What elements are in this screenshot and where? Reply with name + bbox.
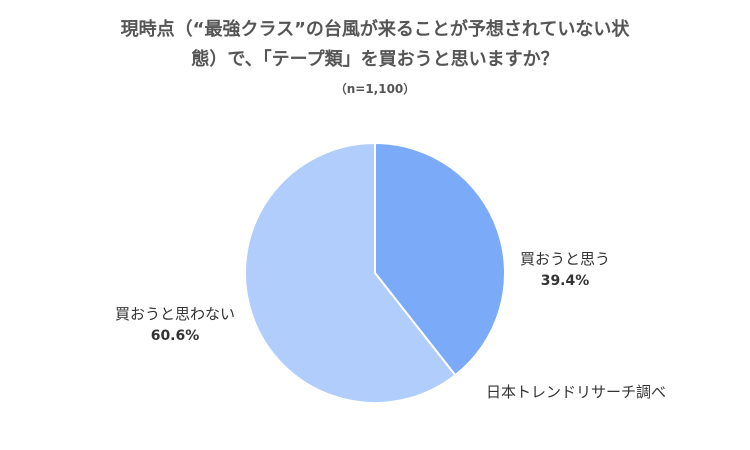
pie-slice-not-buy <box>244 142 457 404</box>
slice-label-not-buy-value: 60.6% <box>150 328 200 344</box>
slice-label-not-buy-name: 買おうと思わない <box>114 305 235 323</box>
source-note: 日本トレンドリサーチ調べ <box>486 383 667 401</box>
chart-title-line-1: 現時点（“最強クラス”の台風が来ることが予想されていない状 <box>120 19 630 40</box>
slice-label-not-buy: 買おうと思わない 60.6% <box>95 303 255 347</box>
chart-subtitle: （n=1,100） <box>334 82 416 96</box>
pie-slice-buy <box>374 142 506 377</box>
slice-label-buy: 買おうと思う 39.4% <box>505 248 625 292</box>
chart-title-line-2: 態）で、「テープ類」を買おうと思いますか？ <box>191 49 559 70</box>
slice-label-buy-name: 買おうと思う <box>519 250 610 268</box>
slice-label-buy-value: 39.4% <box>540 273 590 289</box>
